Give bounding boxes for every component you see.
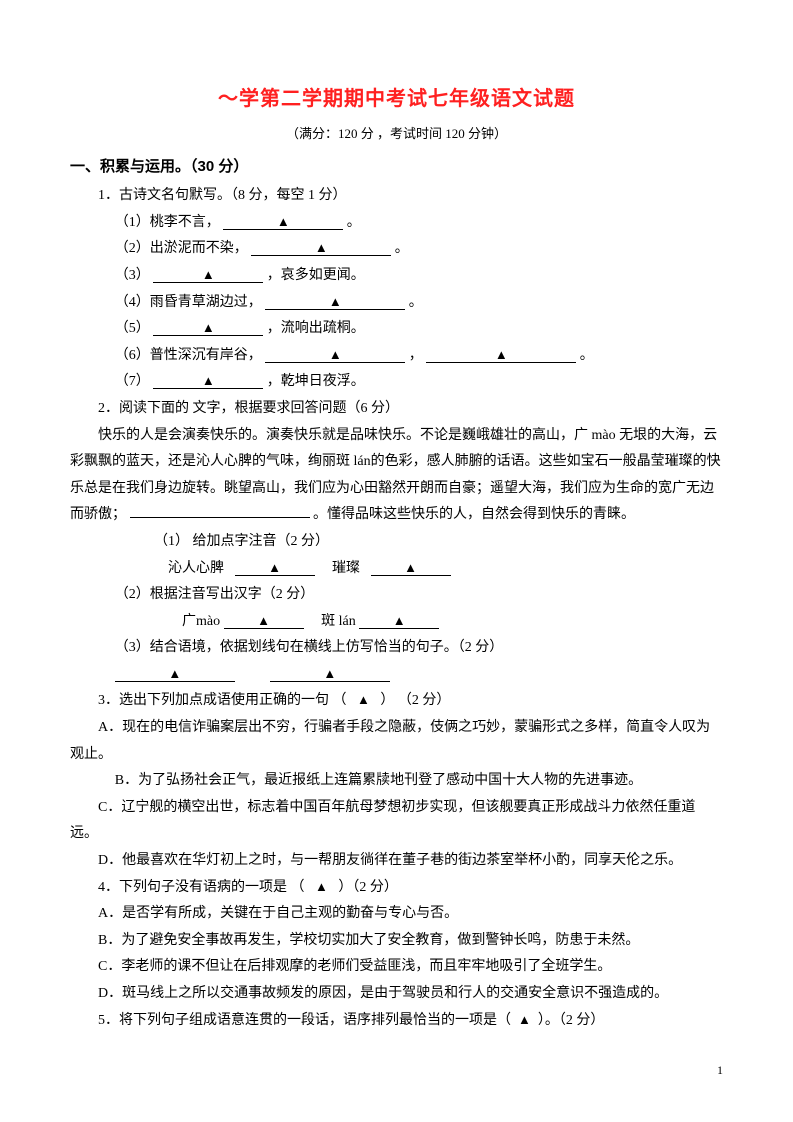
q3-opt-a: A．现在的电信诈骗案层出不穷，行骗者手段之隐蔽，伎俩之巧妙，蒙骗形式之多样，简直… [70,715,723,768]
fill-blank[interactable]: ▲ [115,667,235,682]
q4-opt-d: D．斑马线上之所以交通事故频发的原因，是由于驾驶员和行人的交通安全意识不强造成的… [70,981,723,1008]
q2-sub2-row: 广mào ▲ 斑 lán ▲ [70,609,723,636]
q1-item-4: （4）雨昏青草湖边过， ▲ 。 [70,290,723,317]
fill-blank[interactable]: ▲ [153,268,263,283]
q1-item-7: （7） ▲ ，乾坤日夜浮。 [70,369,723,396]
fill-blank[interactable]: ▲ [153,321,263,336]
fill-blank[interactable]: ▲ [359,614,439,629]
q2-sub3-blanks: ▲ ▲ [70,662,723,689]
q2-sub1-label: （1） 给加点字注音（2 分） [70,529,723,556]
q4-opt-a: A．是否学有所成，关键在于自己主观的勤奋与专心与否。 [70,901,723,928]
q1-item-6: （6）普性深沉有岸谷， ▲ ， ▲ 。 [70,343,723,370]
q3-stem-a: 3．选出下列加点成语使用正确的一句 （ [98,693,347,708]
q1-2-post: 。 [395,241,409,256]
q1-4-post: 。 [409,295,423,310]
q3-opt-c: C．辽宁舰的横空出世，标志着中国百年航母梦想初步实现，但该舰要真正形成战斗力依然… [70,795,723,848]
q1-stem: 1．古诗文名句默写。（8 分，每空 1 分） [70,183,723,210]
fill-blank[interactable]: ▲ [270,667,390,682]
q4-opt-c: C．李老师的课不但让在后排观摩的老师们受益匪浅，而且牢牢地吸引了全班学生。 [70,954,723,981]
fill-blank[interactable]: ▲ [153,374,263,389]
exam-title: ～学第二学期期中考试七年级语文试题 [70,80,723,118]
q5-stem: 5．将下列句子组成语意连贯的一段话，语序排列最恰当的一项是（ ▲ ）。（2 分） [70,1008,723,1035]
q2-sub2-a: 广mào [182,614,220,629]
fill-blank[interactable]: ▲ [426,348,576,363]
q4-opt-b: B．为了避免安全事故再发生，学校切实加大了安全教育，做到警钟长鸣，防患于未然。 [70,928,723,955]
q2-sub2-label: （2）根据注音写出汉字（2 分） [70,582,723,609]
q5-stem-a: 5．将下列句子组成语意连贯的一段话，语序排列最恰当的一项是（ [98,1013,511,1028]
q1-5-post: ，流响出疏桐。 [267,321,365,336]
fill-blank[interactable]: ▲ [265,348,405,363]
answer-triangle[interactable]: ▲ [357,692,370,707]
q3-stem: 3．选出下列加点成语使用正确的一句 （ ▲ ） （2 分） [70,688,723,715]
q1-5-pre: （5） [115,321,150,336]
page-number: 1 [717,1059,723,1082]
q3-stem-b: ） （2 分） [380,693,450,708]
q1-item-3: （3） ▲ ，哀多如更闻。 [70,263,723,290]
q1-6-mid: ， [409,348,423,363]
q1-6-pre: （6）普性深沉有岸谷， [115,348,262,363]
q1-3-post: ，哀多如更闻。 [267,268,365,283]
q4-stem-b: ）（2 分） [338,880,398,895]
q4-stem-a: 4．下列句子没有语病的一项是 （ [98,880,305,895]
q1-4-pre: （4）雨昏青草湖边过， [115,295,262,310]
q2-sub3-label: （3）结合语境，依据划线句在横线上仿写恰当的句子。（2 分） [70,635,723,662]
q1-3-pre: （3） [115,268,150,283]
fill-blank[interactable]: ▲ [223,215,343,230]
q1-item-5: （5） ▲ ，流响出疏桐。 [70,316,723,343]
q3-opt-d: D．他最喜欢在华灯初上之时，与一帮朋友徜徉在董子巷的街边茶室举杯小酌，同享天伦之… [70,848,723,875]
fill-blank[interactable]: ▲ [265,295,405,310]
answer-triangle[interactable]: ▲ [518,1012,531,1027]
q2-sub1-row: 沁人心脾 ▲ 璀璨 ▲ [70,556,723,583]
q2-passage-b: 。懂得品味这些快乐的人，自然会得到快乐的青睐。 [313,507,635,522]
fill-blank[interactable]: ▲ [371,561,451,576]
fill-blank[interactable] [130,503,310,518]
fill-blank[interactable]: ▲ [235,561,315,576]
q5-stem-b: ）。（2 分） [538,1013,605,1028]
q2-stem: 2．阅读下面的 文字，根据要求回答问题（6 分） [70,396,723,423]
q4-stem: 4．下列句子没有语病的一项是 （ ▲ ）（2 分） [70,875,723,902]
q1-2-pre: （2）出淤泥而不染， [115,241,248,256]
q2-sub1-b: 璀璨 [332,561,360,576]
q2-passage: 快乐的人是会演奏快乐的。演奏快乐就是品味快乐。不论是巍峨雄壮的高山，广 mào … [70,423,723,529]
q2-sub1-a: 沁人心脾 [168,561,224,576]
q1-item-2: （2）出淤泥而不染， ▲ 。 [70,236,723,263]
answer-triangle[interactable]: ▲ [315,879,328,894]
exam-subtitle: （满分：120 分 ，考试时间 120 分钟） [70,122,723,147]
q1-1-post: 。 [347,215,361,230]
q3-opt-b: B．为了弘扬社会正气，最近报纸上连篇累牍地刊登了感动中国十大人物的先进事迹。 [70,768,723,795]
fill-blank[interactable]: ▲ [224,614,304,629]
section-a-heading: 一、积累与运用。（30 分） [70,153,723,182]
q2-sub2-b: 斑 lán [321,614,356,629]
q1-7-post: ，乾坤日夜浮。 [267,374,365,389]
q1-6-post: 。 [580,348,594,363]
q1-item-1: （1）桃李不言， ▲ 。 [70,210,723,237]
q1-7-pre: （7） [115,374,150,389]
q1-1-pre: （1）桃李不言， [115,215,220,230]
fill-blank[interactable]: ▲ [251,241,391,256]
